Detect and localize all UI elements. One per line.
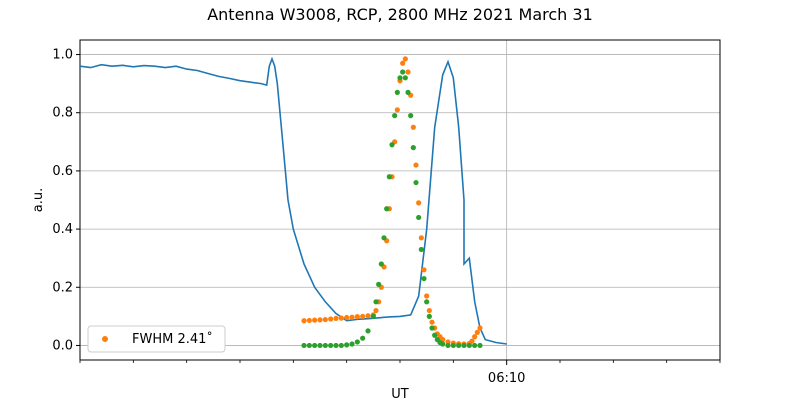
green-point	[338, 342, 344, 349]
orange-point	[322, 316, 328, 323]
green-point	[461, 342, 467, 349]
orange-point	[354, 314, 360, 320]
y-tick-label: 0.0	[52, 338, 73, 353]
y-tick-label: 0.6	[52, 164, 73, 179]
orange-point	[429, 319, 435, 325]
green-point	[312, 342, 318, 349]
green-point	[344, 342, 350, 348]
orange-point	[317, 317, 323, 323]
series-line	[79, 56, 507, 345]
green-point	[354, 339, 360, 345]
legend-frame	[87, 325, 226, 353]
orange-point	[477, 325, 483, 331]
green-point	[405, 89, 411, 95]
green-point	[386, 174, 392, 180]
green-point	[456, 342, 462, 349]
y-axis-title: a.u.	[31, 188, 46, 212]
green-point	[416, 214, 422, 221]
green-point	[373, 299, 379, 305]
green-point	[466, 342, 472, 349]
green-point	[421, 275, 427, 282]
orange-point	[365, 313, 371, 319]
green-point	[472, 342, 478, 349]
green-point	[306, 342, 312, 349]
green-point	[301, 342, 307, 349]
green-point	[402, 75, 408, 81]
orange-point	[418, 235, 424, 241]
green-point	[440, 341, 446, 347]
green-point	[397, 75, 403, 81]
green-point	[432, 332, 438, 338]
orange-point	[472, 334, 478, 340]
orange-point	[349, 314, 355, 320]
green-point	[384, 206, 390, 212]
orange-point	[344, 314, 350, 321]
green-point	[424, 299, 430, 305]
legend-marker-orange	[102, 336, 108, 342]
green-point	[418, 246, 424, 253]
green-point	[429, 325, 435, 331]
green-point	[413, 179, 419, 186]
plot-area: 0.0 0.2 0.4 0.6 0.8 1.0 06:10	[52, 39, 721, 386]
y-tick-label: 0.4	[52, 222, 73, 237]
green-point	[370, 313, 376, 319]
plot-frame	[79, 39, 721, 361]
orange-point	[328, 316, 334, 322]
green-point	[333, 342, 339, 349]
orange-point	[402, 56, 408, 62]
orange-point	[333, 315, 339, 321]
orange-point	[405, 69, 411, 75]
green-point	[317, 342, 323, 349]
orange-point	[410, 124, 416, 130]
orange-point	[338, 315, 344, 321]
green-point	[477, 342, 483, 349]
green-point	[450, 342, 456, 349]
y-tick-label: 1.0	[52, 48, 73, 63]
green-point	[389, 142, 395, 148]
orange-point	[469, 338, 475, 344]
green-point	[328, 342, 334, 349]
orange-point	[413, 162, 419, 168]
green-point	[394, 89, 400, 95]
green-point	[381, 235, 387, 241]
green-point	[360, 335, 366, 341]
green-point	[410, 145, 416, 151]
orange-point	[400, 60, 406, 66]
green-point	[378, 261, 384, 267]
legend: FWHM 2.41˚	[87, 325, 226, 353]
green-point	[400, 69, 406, 75]
orange-point	[426, 307, 432, 314]
orange-point	[360, 313, 366, 319]
y-tick-label: 0.8	[52, 106, 73, 121]
green-point	[376, 281, 382, 287]
x-axis-title: UT	[391, 387, 409, 400]
green-point	[349, 341, 355, 347]
orange-point	[424, 293, 430, 299]
green-point	[445, 342, 451, 349]
y-tick-label: 0.2	[52, 280, 73, 295]
green-point	[392, 113, 398, 119]
orange-point	[301, 318, 307, 324]
orange-point	[306, 317, 312, 324]
green-point	[365, 328, 371, 334]
orange-point	[416, 200, 422, 206]
x-tick-label: 06:10	[488, 371, 525, 386]
green-point	[426, 313, 432, 319]
chart-title: Antenna W3008, RCP, 2800 MHz 2021 March …	[207, 5, 593, 24]
orange-point	[421, 267, 427, 273]
green-point	[322, 342, 328, 349]
orange-point	[394, 107, 400, 113]
green-point	[408, 113, 414, 119]
orange-point	[312, 317, 318, 323]
orange-point	[474, 329, 480, 335]
orange-point	[373, 307, 379, 314]
legend-label: FWHM 2.41˚	[132, 331, 213, 347]
